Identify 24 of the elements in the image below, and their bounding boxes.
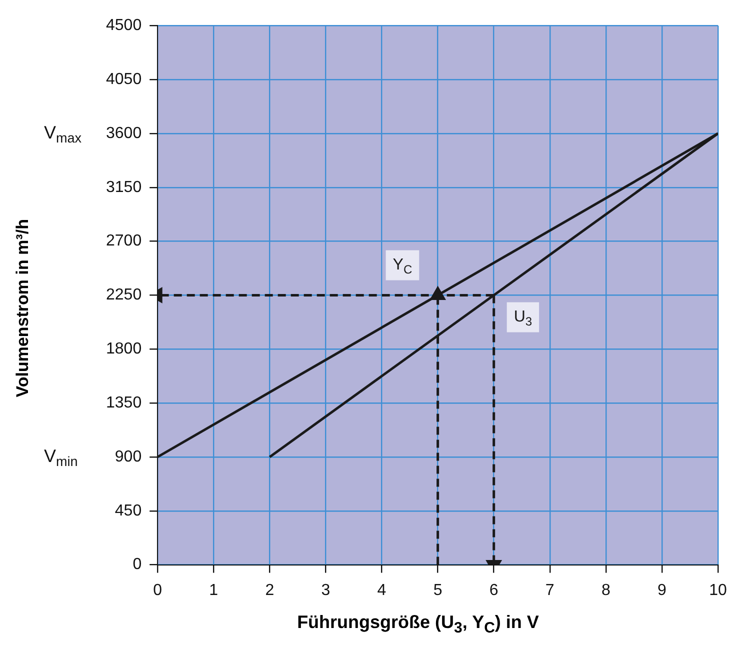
y-tick-label: 1800: [106, 340, 142, 358]
x-tick-label: 9: [658, 582, 667, 599]
y-tick-label: 450: [114, 502, 142, 520]
x-tick-label: 1: [209, 582, 218, 599]
y-tick-label: 3600: [106, 124, 142, 142]
x-tick-label: 7: [545, 582, 554, 599]
x-tick-label: 6: [489, 582, 498, 599]
x-tick-label: 5: [433, 582, 442, 599]
y-tick-label: 2700: [106, 232, 142, 250]
y-tick-label: 900: [114, 448, 142, 466]
x-tick-label: 0: [153, 582, 162, 599]
y-axis-title: Volumenstrom in m³/h: [13, 218, 33, 398]
x-tick-label: 4: [377, 582, 386, 599]
y-tick-label: 4050: [106, 70, 142, 88]
y-tick-label: 4500: [106, 17, 142, 34]
x-tick-label: 10: [709, 582, 727, 599]
x-tick-label: 8: [601, 582, 610, 599]
y-tick-label: 0: [132, 556, 142, 574]
y-tick-label: 3150: [106, 178, 142, 196]
x-tick-label: 2: [265, 582, 274, 599]
y-tick-label: 1350: [106, 394, 142, 412]
y-tick-label: 2250: [106, 286, 142, 304]
x-axis-title: Führungsgröße (U$_{3}$, Y$_{C}$) in V: [296, 612, 540, 637]
x-tick-label: 3: [321, 582, 330, 599]
